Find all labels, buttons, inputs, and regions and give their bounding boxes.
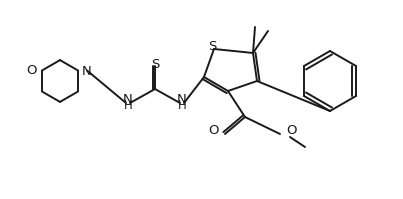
Text: N: N: [123, 93, 133, 106]
Text: H: H: [178, 99, 186, 112]
Text: O: O: [27, 64, 37, 77]
Text: N: N: [177, 93, 187, 106]
Text: O: O: [208, 124, 219, 137]
Text: N: N: [82, 65, 92, 78]
Text: O: O: [286, 124, 297, 137]
Text: S: S: [151, 58, 159, 71]
Text: S: S: [208, 40, 216, 53]
Text: H: H: [124, 99, 132, 112]
